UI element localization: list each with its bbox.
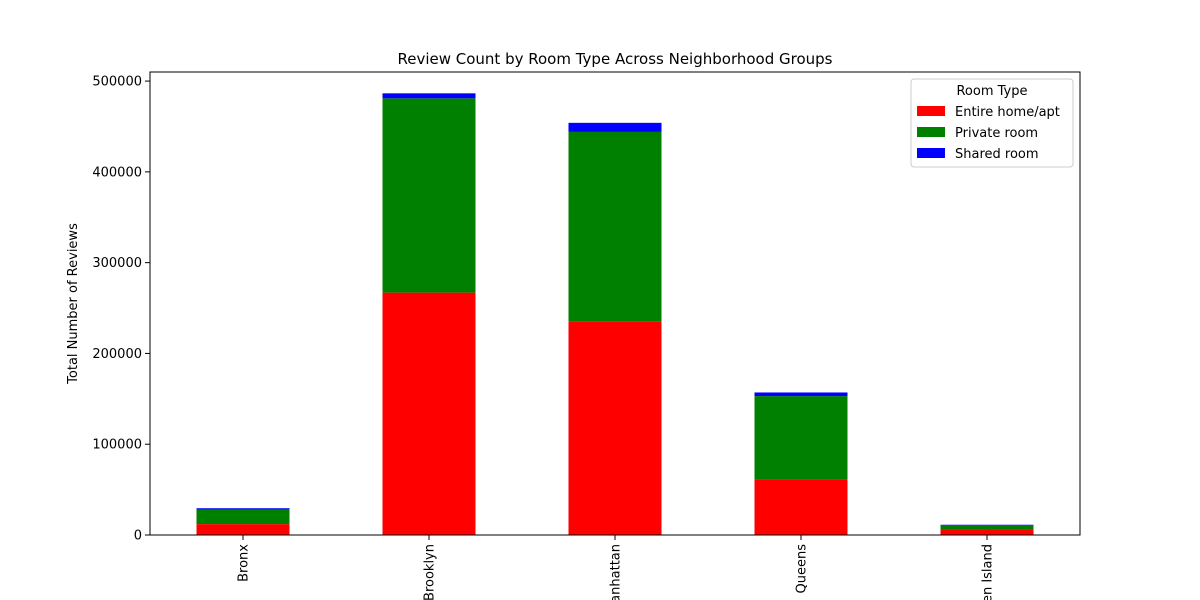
- y-tick-label: 300000: [92, 256, 142, 271]
- bar-manhattan-entire-home-apt: [568, 321, 662, 535]
- y-axis: 0 100000 200000 300000 400000 500000: [92, 75, 150, 544]
- y-tick-label: 500000: [92, 75, 142, 90]
- bar-brooklyn-shared-room: [382, 93, 476, 99]
- y-axis-label: Total Number of Reviews: [66, 223, 81, 385]
- x-tick-label: Bronx: [237, 544, 252, 582]
- bars-group: [196, 93, 1034, 535]
- x-tick-label: Queens: [795, 544, 810, 594]
- legend-title: Room Type: [956, 84, 1027, 99]
- bar-staten-island-entire-home-apt: [940, 529, 1034, 535]
- bar-bronx-entire-home-apt: [196, 524, 290, 535]
- x-tick-label: Brooklyn: [423, 544, 438, 600]
- bar-queens-entire-home-apt: [754, 479, 848, 535]
- y-tick-label: 200000: [92, 347, 142, 362]
- bar-bronx-shared-room: [196, 508, 290, 510]
- x-tick-label: Manhattan: [609, 544, 624, 600]
- bar-bronx-private-room: [196, 509, 290, 525]
- legend-swatch: [917, 106, 945, 116]
- bar-brooklyn-private-room: [382, 98, 476, 293]
- chart-title: Review Count by Room Type Across Neighbo…: [397, 50, 832, 68]
- legend-label: Shared room: [955, 147, 1039, 162]
- legend-swatch: [917, 127, 945, 137]
- legend-label: Entire home/apt: [955, 105, 1060, 120]
- x-axis: Bronx Brooklyn Manhattan Queens Staten Islan…: [237, 535, 996, 600]
- y-tick-label: 100000: [92, 438, 142, 453]
- legend-swatch: [917, 148, 945, 158]
- y-tick-label: 400000: [92, 165, 142, 180]
- x-tick-label: Staten Island: [981, 544, 996, 600]
- bar-manhattan-shared-room: [568, 122, 662, 132]
- y-tick-label: 0: [134, 529, 142, 544]
- legend: Room Type Entire home/apt Private room Sha…: [910, 78, 1074, 168]
- bar-queens-shared-room: [754, 392, 848, 397]
- bar-manhattan-private-room: [568, 131, 662, 322]
- legend-label: Private room: [955, 126, 1038, 141]
- legend-box: [910, 78, 1074, 168]
- bar-brooklyn-entire-home-apt: [382, 292, 476, 535]
- bar-staten-island-private-room: [940, 525, 1034, 530]
- bar-queens-private-room: [754, 396, 848, 480]
